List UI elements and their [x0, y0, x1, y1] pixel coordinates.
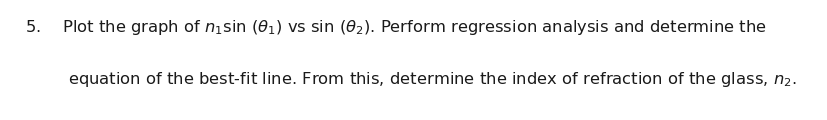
Text: 5.  Plot the graph of $n_1$sin ($\theta_1$) vs sin ($\theta_2$). Perform regress: 5. Plot the graph of $n_1$sin ($\theta_1… [25, 18, 766, 37]
Text: equation of the best-fit line. From this, determine the index of refraction of t: equation of the best-fit line. From this… [68, 70, 796, 89]
